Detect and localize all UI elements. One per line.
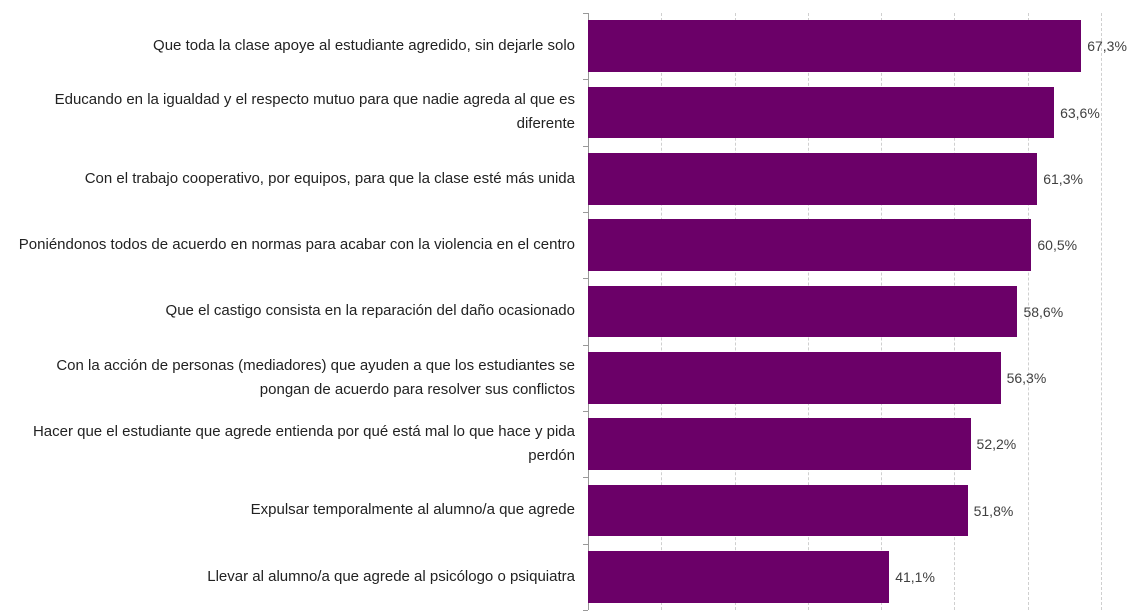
- bar: [588, 152, 1038, 205]
- axis-tick: [583, 344, 588, 346]
- value-label: 41,1%: [895, 568, 935, 585]
- axis-tick: [583, 543, 588, 545]
- axis-tick: [583, 145, 588, 147]
- bar: [588, 219, 1032, 272]
- axis-tick: [583, 13, 588, 14]
- axis-tick: [583, 278, 588, 280]
- bar: [588, 86, 1055, 139]
- grid-line: [1101, 13, 1102, 610]
- category-label: Con el trabajo cooperativo, por equipos,…: [84, 169, 575, 187]
- value-label: 61,3%: [1043, 170, 1083, 187]
- bar: [588, 285, 1018, 338]
- axis-tick: [583, 610, 588, 611]
- value-label: 60,5%: [1037, 237, 1078, 254]
- value-label: 67,3%: [1087, 38, 1127, 55]
- bar: [588, 351, 1001, 404]
- value-label: 58,6%: [1023, 303, 1064, 320]
- category-label: Que toda la clase apoye al estudiante ag…: [153, 37, 575, 55]
- category-label: Que el castigo consista en la reparación…: [165, 302, 575, 320]
- bar: [588, 20, 1082, 73]
- axis-tick: [583, 79, 588, 81]
- axis-tick: [583, 212, 588, 213]
- bar: [588, 550, 890, 603]
- value-label: 56,3%: [1006, 369, 1047, 386]
- category-label: Con la acción de personas (mediadores) q…: [56, 356, 575, 398]
- category-label: Poniéndonos todos de acuerdo en normas p…: [18, 236, 575, 254]
- category-label: Educando en la igualdad y el respecto mu…: [54, 91, 575, 133]
- value-label: 51,8%: [973, 502, 1014, 519]
- bar: [588, 484, 968, 537]
- category-label: Expulsar temporalmente al alumno/a que a…: [250, 501, 575, 519]
- value-label: 52,2%: [976, 436, 1017, 453]
- axis-tick: [583, 411, 588, 412]
- category-label: Llevar al alumno/a que agrede al psicólo…: [207, 567, 575, 585]
- bar: [588, 418, 971, 471]
- value-label: 63,6%: [1060, 104, 1100, 121]
- grid-line: [1027, 13, 1029, 610]
- category-label: Hacer que el estudiante que agrede entie…: [32, 423, 575, 465]
- axis-tick: [583, 477, 588, 479]
